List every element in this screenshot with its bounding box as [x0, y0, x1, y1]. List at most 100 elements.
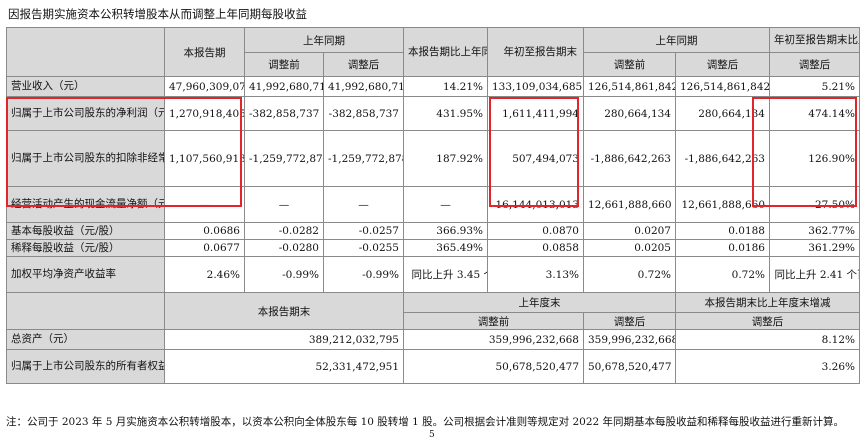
- cell-current: 2.46%: [164, 256, 245, 293]
- cell-ytd: 133,109,034,685: [487, 76, 584, 97]
- cell-after-adj: 50,678,520,477: [583, 349, 676, 384]
- cell-prior-after: -0.99%: [323, 256, 404, 293]
- header-before-adj: 调整前: [244, 52, 324, 77]
- bs-header-empty: [6, 292, 165, 330]
- row-label: 归属于上市公司股东的净利润（元）: [6, 96, 165, 131]
- table-caption: 因报告期实施资本公积转增股本从而调整上年同期每股收益: [8, 7, 307, 21]
- bs-header-after-adj: 调整后: [583, 312, 676, 330]
- row-label: 归属于上市公司股东的扣除非经常性损益的净利润（元）: [6, 130, 165, 187]
- cell-ytd-after: 0.72%: [675, 256, 770, 293]
- row-label: 经营活动产生的现金流量净额（元）: [6, 186, 165, 223]
- cell-ytd-change: 同比上升 2.41 个百分点: [769, 256, 860, 293]
- cell-ytd-change: 474.14%: [769, 96, 860, 131]
- table-row: 加权平均净资产收益率 2.46% -0.99% -0.99% 同比上升 3.45…: [6, 256, 860, 293]
- cell-prior-after: —: [323, 186, 404, 223]
- table-row: 归属于上市公司股东的净利润（元） 1,270,918,405 -382,858,…: [6, 96, 860, 131]
- bs-header-before-adj: 调整前: [403, 312, 584, 330]
- cell-ytd: 507,494,073: [487, 130, 584, 187]
- row-label: 归属于上市公司股东的所有者权益（元）: [6, 349, 165, 384]
- cell-prior-before: 41,992,680,714: [244, 76, 324, 97]
- cell-change: 14.21%: [403, 76, 488, 97]
- header-after-adj: 调整后: [323, 52, 404, 77]
- cell-ytd-after: 126,514,861,842: [675, 76, 770, 97]
- cell-current: 1,270,918,405: [164, 96, 245, 131]
- cell-ytd: 0.0870: [487, 222, 584, 240]
- cell-ytd-after: 0.0188: [675, 222, 770, 240]
- header-prior-ytd: 上年同期: [583, 27, 770, 53]
- cell-ytd-after: 0.0186: [675, 239, 770, 257]
- cell-current: 1,107,560,913: [164, 130, 245, 187]
- cell-change: 187.92%: [403, 130, 488, 187]
- cell-change: —: [403, 186, 488, 223]
- cell-change: 8.12%: [675, 329, 860, 350]
- header-ytd-change: 年初至报告期末比上年同期增减: [769, 27, 860, 53]
- cell-ytd-before: 12,661,888,660: [583, 186, 676, 223]
- cell-prior-after: -0.0255: [323, 239, 404, 257]
- cell-ytd-change: 5.21%: [769, 76, 860, 97]
- cell-ytd-before: 126,514,861,842: [583, 76, 676, 97]
- row-label: 营业收入（元）: [6, 76, 165, 97]
- cell-current: 0.0677: [164, 239, 245, 257]
- header-prior-period: 上年同期: [244, 27, 404, 53]
- cell-ytd-after: -1,886,642,263: [675, 130, 770, 187]
- table-row: 基本每股收益（元/股） 0.0686 -0.0282 -0.0257 366.9…: [6, 222, 860, 240]
- cell-ytd: 3.13%: [487, 256, 584, 293]
- cell-prior-before: —: [244, 186, 324, 223]
- cell-period-end: 389,212,032,795: [164, 329, 404, 350]
- cell-prior-before: -0.0282: [244, 222, 324, 240]
- row-label: 稀释每股收益（元/股）: [6, 239, 165, 257]
- cell-ytd-before: 0.72%: [583, 256, 676, 293]
- cell-ytd-before: 0.0205: [583, 239, 676, 257]
- table-row: 经营活动产生的现金流量净额（元） — — — — 16,144,013,013 …: [6, 186, 860, 223]
- cell-prior-before: -0.0280: [244, 239, 324, 257]
- header-current-period: 本报告期: [164, 27, 245, 77]
- cell-ytd: 16,144,013,013: [487, 186, 584, 223]
- financial-table: 本报告期 上年同期 本报告期比上年同期增减 年初至报告期末 上年同期 年初至报告…: [6, 27, 860, 384]
- cell-prior-after: -0.0257: [323, 222, 404, 240]
- row-label: 总资产（元）: [6, 329, 165, 350]
- cell-current: —: [164, 186, 245, 223]
- footnote: 注：公司于 2023 年 5 月实施资本公积转增股本，以资本公积向全体股东每 1…: [6, 416, 845, 428]
- bs-header-change: 本报告期末比上年度末增减: [675, 292, 860, 313]
- table-row: 营业收入（元） 47,960,309,079 41,992,680,714 41…: [6, 76, 860, 97]
- cell-prior-after: -1,259,772,878: [323, 130, 404, 187]
- bs-header-after-adj-change: 调整后: [675, 312, 860, 330]
- cell-ytd: 0.0858: [487, 239, 584, 257]
- cell-prior-before: -0.99%: [244, 256, 324, 293]
- cell-ytd-after: 12,661,888,660: [675, 186, 770, 223]
- cell-after-adj: 359,996,232,668: [583, 329, 676, 350]
- header-ytd: 年初至报告期末: [487, 27, 584, 77]
- cell-ytd-change: 361.29%: [769, 239, 860, 257]
- cell-change: 365.49%: [403, 239, 488, 257]
- cell-ytd-change: 27.50%: [769, 186, 860, 223]
- bs-header-prior-year-end: 上年度末: [403, 292, 676, 313]
- cell-current: 0.0686: [164, 222, 245, 240]
- cell-prior-after: -382,858,737: [323, 96, 404, 131]
- table-row: 归属于上市公司股东的扣除非经常性损益的净利润（元） 1,107,560,913 …: [6, 130, 860, 187]
- cell-ytd-before: 0.0207: [583, 222, 676, 240]
- cell-ytd-change: 126.90%: [769, 130, 860, 187]
- header-ytd-after-adj: 调整后: [675, 52, 770, 77]
- cell-prior-before: -382,858,737: [244, 96, 324, 131]
- cell-ytd: 1,611,411,994: [487, 96, 584, 131]
- cell-ytd-before: -1,886,642,263: [583, 130, 676, 187]
- cell-current: 47,960,309,079: [164, 76, 245, 97]
- table-row: 稀释每股收益（元/股） 0.0677 -0.0280 -0.0255 365.4…: [6, 239, 860, 257]
- table-row: 总资产（元） 389,212,032,795 359,996,232,668 3…: [6, 329, 860, 350]
- header-ytd-change-after-adj: 调整后: [769, 52, 860, 77]
- header-change: 本报告期比上年同期增减: [403, 27, 488, 77]
- cell-period-end: 52,331,472,951: [164, 349, 404, 384]
- cell-change: 同比上升 3.45 个百分点: [403, 256, 488, 293]
- table-row: 归属于上市公司股东的所有者权益（元） 52,331,472,951 50,678…: [6, 349, 860, 384]
- header-empty: [6, 27, 165, 77]
- cell-before-adj: 50,678,520,477: [403, 349, 584, 384]
- page-number: 5: [429, 430, 435, 440]
- cell-ytd-before: 280,664,134: [583, 96, 676, 131]
- cell-ytd-change: 362.77%: [769, 222, 860, 240]
- cell-change: 431.95%: [403, 96, 488, 131]
- cell-before-adj: 359,996,232,668: [403, 329, 584, 350]
- cell-prior-after: 41,992,680,714: [323, 76, 404, 97]
- header-ytd-before-adj: 调整前: [583, 52, 676, 77]
- cell-ytd-after: 280,664,134: [675, 96, 770, 131]
- row-label: 加权平均净资产收益率: [6, 256, 165, 293]
